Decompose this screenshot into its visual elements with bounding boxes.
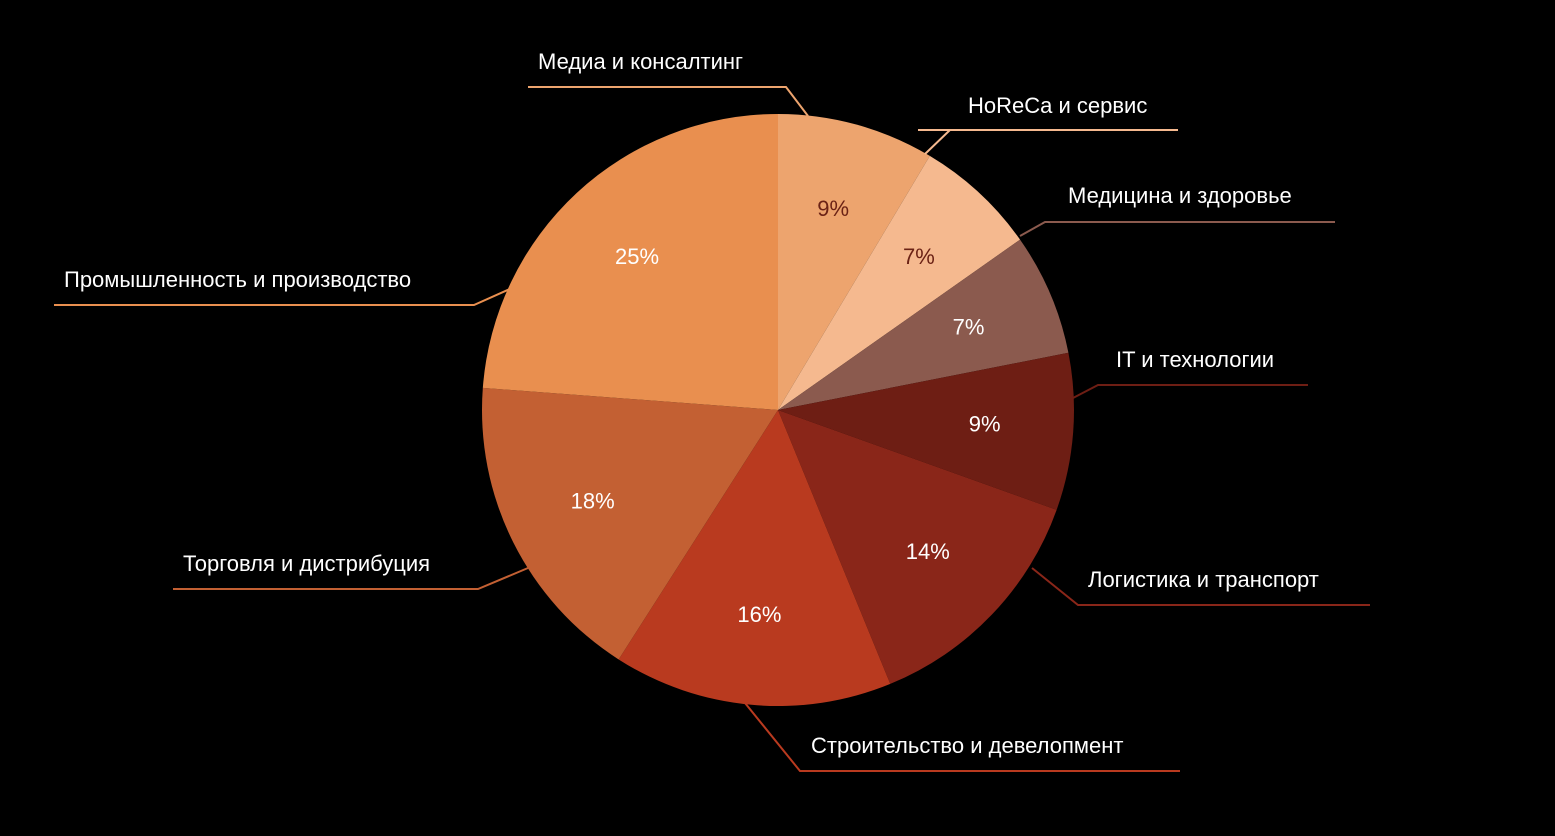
pie-slice: [482, 387, 778, 660]
value-label: 7%: [953, 314, 985, 339]
category-label: Торговля и дистрибуция: [183, 551, 430, 576]
value-label: 16%: [737, 602, 781, 627]
category-label: Логистика и транспорт: [1088, 567, 1319, 592]
leader-line: [1019, 221, 1335, 237]
pie-slice: [778, 239, 1069, 410]
leader-line: [54, 287, 513, 306]
leader-line: [1072, 384, 1308, 399]
pie-slice: [482, 114, 778, 410]
leader-line: [528, 86, 809, 117]
value-label: 9%: [817, 196, 849, 221]
category-label: Медиа и консалтинг: [538, 49, 743, 74]
value-label: 7%: [903, 244, 935, 269]
category-label: IT и технологии: [1116, 347, 1274, 372]
pie-slice: [778, 352, 1074, 510]
pie-slice: [778, 114, 930, 410]
leader-line: [173, 567, 529, 590]
pie-slice: [618, 410, 891, 706]
category-label: HoReCa и сервис: [968, 93, 1147, 118]
leader-line: [1031, 567, 1370, 606]
value-label: 25%: [615, 244, 659, 269]
category-label: Промышленность и производство: [64, 267, 411, 292]
pie-slice: [778, 410, 1057, 684]
leader-line: [744, 702, 1180, 772]
value-label: 14%: [906, 539, 950, 564]
leader-line: [918, 129, 1178, 155]
category-label: Медицина и здоровье: [1068, 183, 1292, 208]
value-label: 9%: [969, 411, 1001, 436]
category-label: Строительство и девелопмент: [811, 733, 1123, 758]
value-label: 18%: [571, 488, 615, 513]
pie-slice: [778, 155, 1021, 410]
